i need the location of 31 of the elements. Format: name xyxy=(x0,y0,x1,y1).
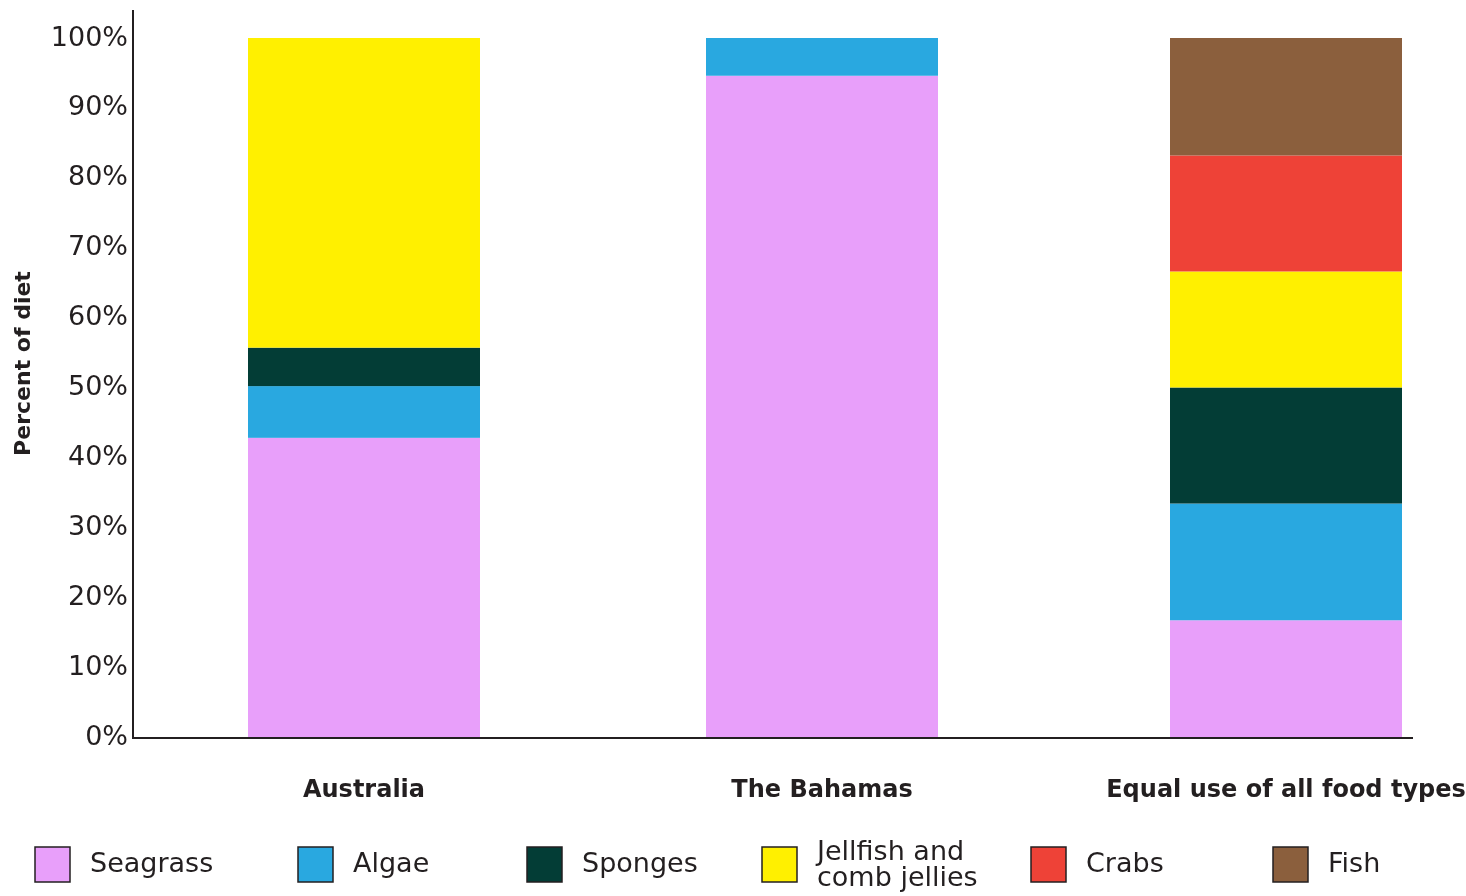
x-tick-label: The Bahamas xyxy=(731,775,913,803)
y-axis-title: Percent of diet xyxy=(10,270,35,456)
bar xyxy=(248,347,480,387)
bar xyxy=(1170,38,1402,156)
legend-label: Sponges xyxy=(582,846,698,878)
y-tick-label: 40% xyxy=(67,439,128,471)
y-tick-label: 0% xyxy=(85,719,128,751)
x-tick-label: Australia xyxy=(302,775,426,803)
y-tick-label: 60% xyxy=(67,300,128,332)
legend-label: Fish xyxy=(1328,846,1381,878)
y-tick-label: 20% xyxy=(67,579,128,611)
y-tick-label: 10% xyxy=(67,649,128,681)
bar xyxy=(1170,271,1402,388)
y-tick-label: 80% xyxy=(67,160,128,192)
bar xyxy=(1170,387,1402,504)
y-tick-label: 70% xyxy=(67,230,128,262)
bar xyxy=(1170,155,1402,272)
x-tick-label: Equal use of all food types xyxy=(1106,775,1466,803)
y-tick-label: 90% xyxy=(67,90,128,122)
legend-label: Jellfish and comb jellies xyxy=(815,834,978,892)
bar xyxy=(248,386,480,438)
legend-label: Crabs xyxy=(1086,846,1164,878)
bar xyxy=(248,437,480,737)
bar xyxy=(248,38,480,348)
bar xyxy=(1170,503,1402,621)
legend-label: Seagrass xyxy=(90,846,214,878)
y-tick-label: 100% xyxy=(50,20,128,52)
legend-label: Algae xyxy=(353,846,430,878)
bar xyxy=(1170,620,1402,737)
y-tick-label: 30% xyxy=(67,509,128,541)
y-tick-label: 50% xyxy=(67,370,128,401)
